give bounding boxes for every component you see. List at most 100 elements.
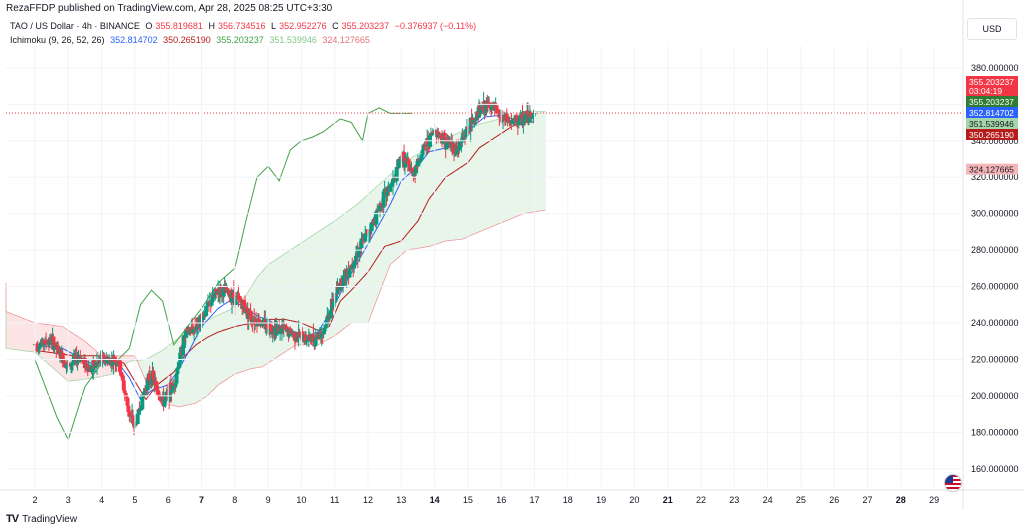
candle-body [238, 298, 243, 301]
cloud-segment [234, 302, 238, 375]
candle-body [263, 319, 268, 329]
candle-body [191, 329, 196, 333]
candle-body [487, 102, 492, 105]
candle-body [216, 290, 221, 294]
symbol-title[interactable]: TAO / US Dollar · 4h · BINANCE [10, 21, 140, 31]
candle-body [249, 318, 254, 321]
change-value: −0.376937 (−0.11%) [394, 21, 477, 31]
cloud-segment [290, 247, 294, 349]
candle-body [512, 118, 517, 120]
cloud-segment [98, 353, 102, 378]
candle-body [198, 314, 203, 328]
cloud-segment [376, 184, 380, 302]
candle-body [372, 218, 377, 223]
candle-body [465, 126, 470, 129]
candle-body [266, 322, 271, 330]
candle-body [257, 322, 262, 325]
candle-body [489, 106, 494, 110]
candle-body [114, 362, 119, 366]
candle-body [56, 345, 61, 350]
cloud-segment [217, 313, 222, 386]
cloud-segment [498, 118, 502, 225]
cloud-segment [362, 196, 366, 324]
candle-body [332, 301, 337, 303]
candle-body [113, 361, 118, 363]
candle-body [366, 233, 371, 235]
y-tick-label: 180.000000 [971, 427, 1019, 437]
ichimoku-label[interactable]: Ichimoku (9, 26, 52, 26) [10, 35, 105, 45]
us-flag-icon[interactable] [944, 474, 962, 492]
candle-body [380, 206, 385, 208]
candle-body [478, 108, 483, 115]
cloud-segment [237, 300, 241, 374]
candle-body [405, 159, 410, 161]
cloud-segment [84, 340, 88, 380]
cloud-segment [370, 189, 374, 316]
candle-body [259, 325, 264, 327]
candle-body [156, 394, 161, 397]
candle-body [101, 355, 106, 357]
candle-body [39, 342, 44, 345]
x-tick-label: 2 [32, 495, 37, 505]
candle-body [180, 347, 185, 356]
x-tick-label: 29 [929, 495, 939, 505]
candle-body [269, 329, 274, 335]
candle-body [168, 382, 173, 402]
candle-body [158, 400, 163, 402]
candle-body [146, 373, 151, 379]
candle-body [502, 115, 507, 120]
candle-body [121, 380, 126, 391]
candle-body [33, 344, 37, 346]
candle-body [469, 117, 474, 123]
candle-body [511, 119, 516, 122]
candle-body [457, 141, 462, 150]
candle-body [199, 314, 204, 317]
candle-body [134, 422, 139, 424]
candle-body [287, 328, 292, 337]
candle-body [185, 327, 190, 331]
cloud-segment [134, 355, 138, 363]
candle-body [145, 378, 150, 391]
candle-body [486, 102, 491, 105]
cloud-segment [262, 267, 266, 368]
cloud-segment [501, 117, 505, 223]
cloud-segment [426, 147, 430, 248]
candle-body [434, 133, 439, 138]
candle-body [484, 100, 489, 113]
candle-body [354, 252, 359, 256]
candle-body [353, 255, 358, 261]
ichimoku-lines [5, 107, 546, 441]
cloud-segment [345, 210, 349, 328]
candle-body [464, 126, 469, 136]
candle-body [87, 367, 92, 372]
cloud-segment [176, 337, 180, 408]
cloud-segment [95, 350, 99, 378]
x-tick-label: 17 [529, 495, 539, 505]
candle-body [285, 329, 290, 331]
candle-body [306, 335, 311, 340]
cloud-segment [62, 326, 66, 380]
candle-body [261, 320, 266, 322]
close-label: C [332, 21, 339, 31]
candle-body [112, 356, 117, 362]
candle-body [131, 423, 136, 427]
candle-body [195, 317, 200, 327]
candle-body [492, 104, 497, 111]
candle-body [141, 394, 146, 396]
candle-body [471, 117, 476, 124]
currency-button[interactable]: USD [967, 18, 1017, 40]
candle-body [361, 237, 366, 240]
candle-body [290, 333, 295, 335]
candle-body [53, 343, 58, 347]
candle-body [499, 114, 504, 121]
candle-body [526, 110, 531, 123]
candle-body [379, 203, 384, 207]
price-label-span_b [966, 163, 1018, 175]
candle-body [119, 375, 124, 377]
candle-body [116, 362, 121, 364]
candle-body [491, 102, 496, 105]
open-label: O [145, 21, 153, 31]
candle-body [246, 314, 251, 319]
candle-body [481, 101, 486, 110]
